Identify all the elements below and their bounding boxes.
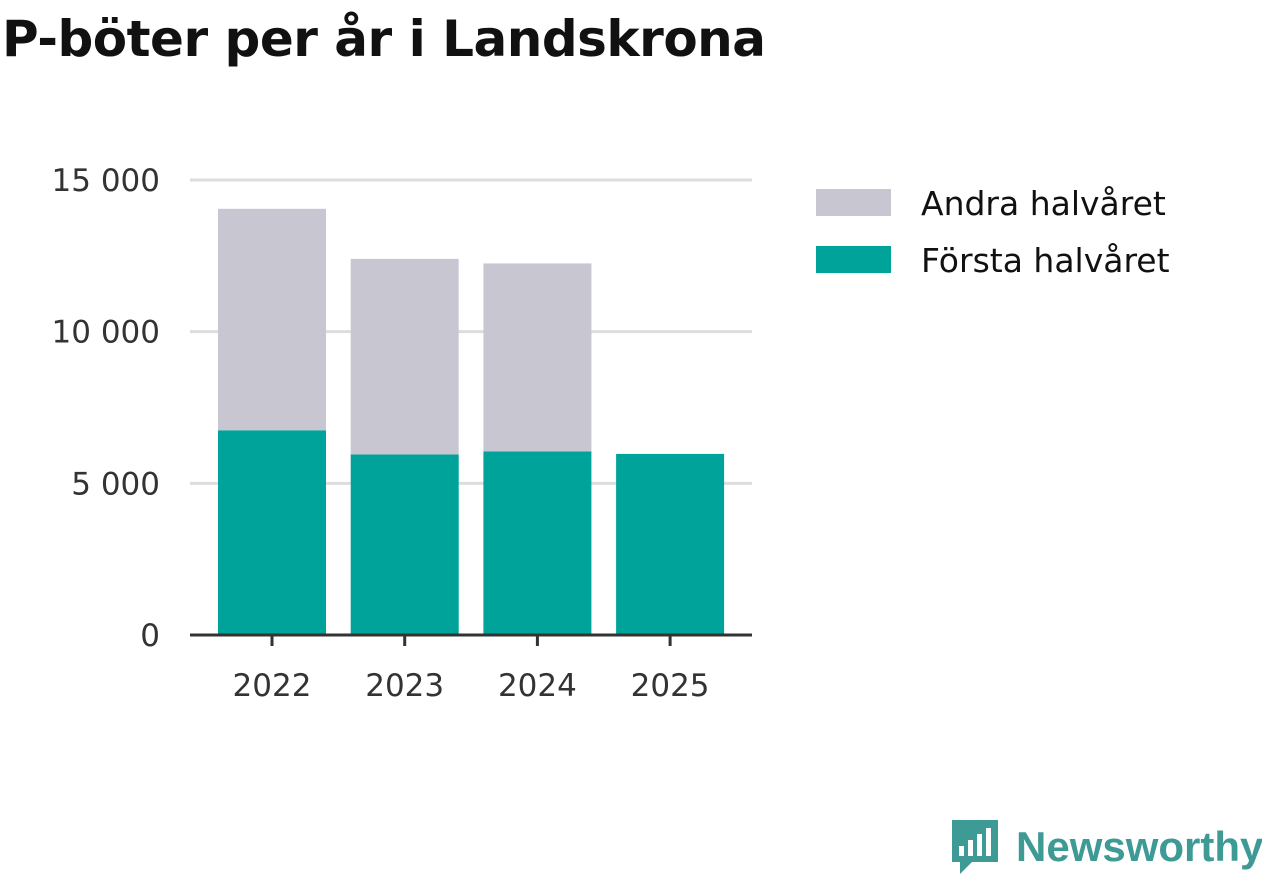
bar-2022-andra (218, 208, 326, 431)
y-tick-label: 15 000 (52, 163, 160, 199)
x-tick-label: 2022 (233, 668, 312, 704)
bar-chart: 0 5 000 10 000 15 000 2022 2023 2024 2025 Andr… (52, 163, 1170, 704)
y-tick-label: 10 000 (52, 315, 160, 351)
legend-label: Andra halvåret (921, 184, 1166, 223)
bar-2022-forsta (218, 430, 326, 635)
y-axis-ticks: 0 5 000 10 000 15 000 (52, 163, 160, 654)
legend-swatch (816, 246, 891, 273)
legend: Andra halvåret Första halvåret (816, 184, 1170, 280)
legend-label: Första halvåret (921, 241, 1170, 280)
newsworthy-brand: Newsworthy (950, 818, 1262, 876)
chart-title: P-böter per år i Landskrona (2, 10, 766, 68)
x-axis: 2022 2023 2024 2025 (190, 633, 752, 704)
x-tick-label: 2023 (365, 668, 444, 704)
brand-name: Newsworthy (1016, 823, 1262, 870)
bar-2024-andra (483, 263, 592, 452)
x-tick-label: 2024 (498, 668, 577, 704)
bar-2023-andra (350, 258, 459, 455)
newsworthy-logo-icon (952, 820, 998, 874)
x-tick-label: 2025 (631, 668, 710, 704)
bar-2025-forsta (616, 453, 725, 635)
legend-swatch (816, 189, 891, 216)
bar-2024-forsta (483, 451, 592, 635)
bars (218, 208, 725, 635)
y-tick-label: 5 000 (71, 466, 160, 502)
bar-2023-forsta (350, 454, 459, 635)
y-tick-label: 0 (140, 618, 160, 654)
